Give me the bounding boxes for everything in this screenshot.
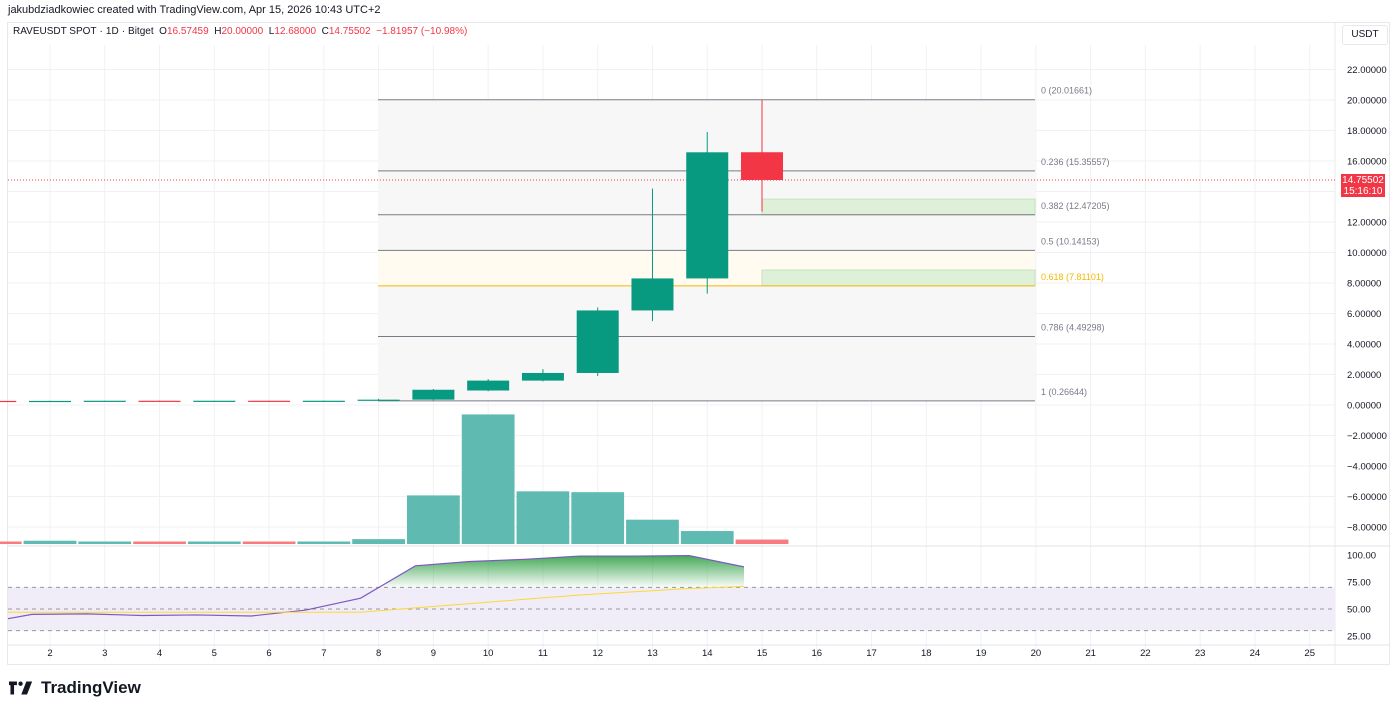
bar-countdown: 15:16:10 [1343, 186, 1383, 197]
symbol-name[interactable]: RAVEUSDT SPOT [13, 26, 97, 37]
chart-credit: jakubdziadkowiec created with TradingVie… [8, 4, 381, 16]
tradingview-logo[interactable]: TradingView [9, 678, 141, 698]
low-value: 12.68000 [274, 26, 317, 37]
open-label: O [159, 26, 167, 37]
symbol-legend: RAVEUSDT SPOT · 1D · Bitget O16.57459 H20.00… [13, 26, 468, 37]
close-value: 14.75502 [328, 26, 371, 37]
low-label: L [268, 26, 275, 37]
brand-name: TradingView [41, 678, 141, 697]
close-label: C [321, 26, 329, 37]
high-value: 20.00000 [221, 26, 264, 37]
tradingview-logo-icon [9, 681, 33, 695]
currency-button[interactable]: USDT [1342, 25, 1388, 45]
change-value: −1.81957 (−10.98%) [376, 26, 468, 37]
last-price-tag: 14.75502 15:16:10 [1341, 174, 1385, 197]
exchange: Bitget [128, 26, 154, 37]
chart-frame[interactable] [7, 22, 1390, 665]
high-label: H [214, 26, 222, 37]
open-value: 16.57459 [166, 26, 209, 37]
interval[interactable]: 1D [105, 26, 119, 37]
last-price: 14.75502 [1342, 175, 1384, 186]
